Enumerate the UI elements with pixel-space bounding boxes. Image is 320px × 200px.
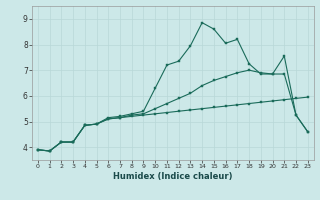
X-axis label: Humidex (Indice chaleur): Humidex (Indice chaleur) xyxy=(113,172,233,181)
